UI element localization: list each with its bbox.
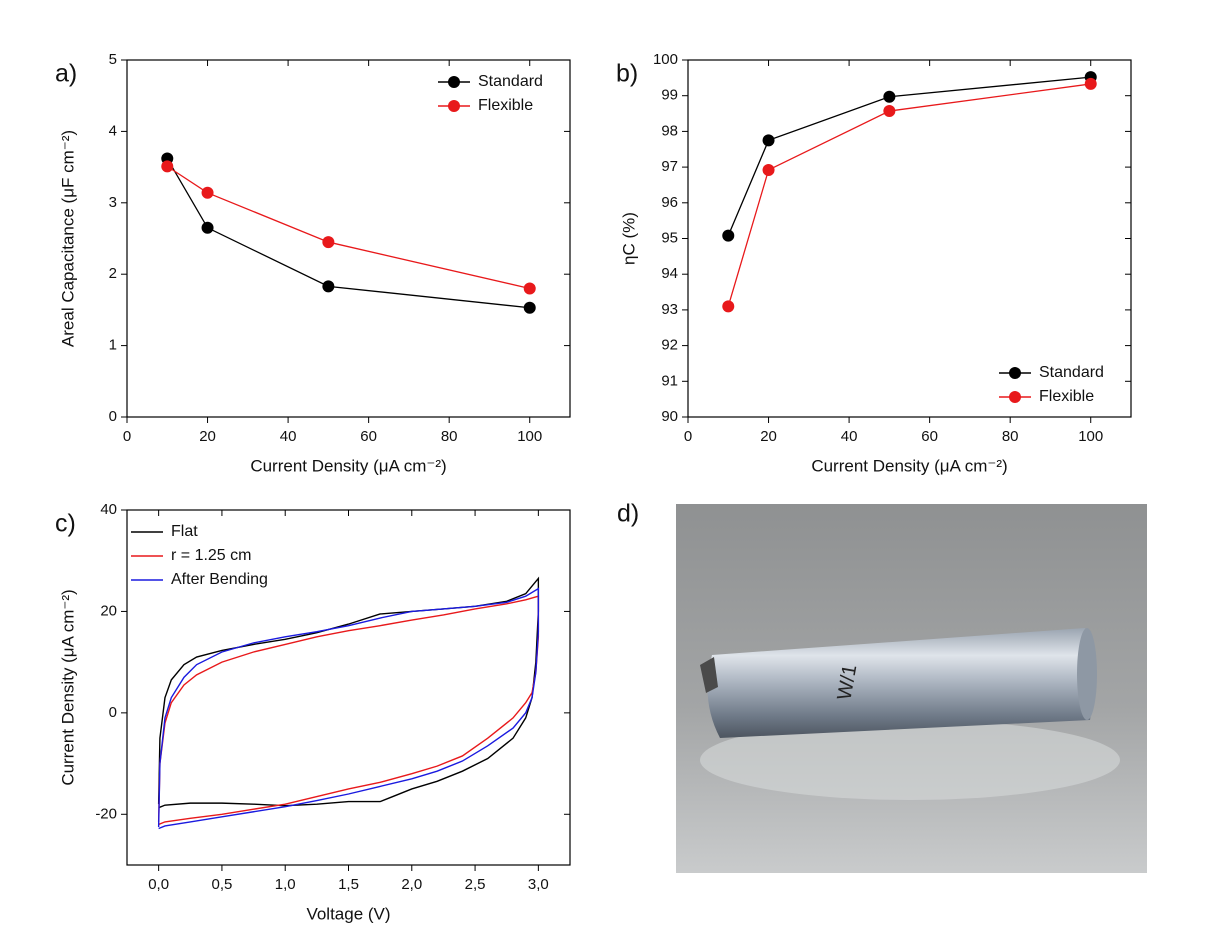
legend-marker — [1009, 367, 1021, 379]
photo-cylinder — [707, 628, 1094, 738]
x-tick-label: 1,0 — [275, 876, 296, 893]
y-axis-title: Current Density (μA cm⁻²) — [58, 589, 77, 785]
x-axis-title: Voltage (V) — [306, 904, 390, 923]
x-tick-label: 1,5 — [338, 876, 359, 893]
chart-panel: a) 0 20 40 60 80 100 0 1 2 3 4 5 Current Density (μA … — [55, 51, 571, 475]
data-point — [722, 300, 735, 313]
x-axis-title: Current Density (μA cm⁻²) — [250, 456, 446, 475]
photo-tab — [700, 657, 718, 693]
y-tick-label: 96 — [661, 194, 678, 211]
x-tick-label: 80 — [1002, 428, 1019, 445]
y-tick-label: 5 — [109, 51, 117, 68]
photo-panel: W/1 d) — [617, 500, 1147, 873]
y-tick-label: 100 — [653, 51, 678, 68]
data-point — [161, 160, 174, 173]
y-tick-label: 91 — [661, 372, 678, 389]
x-tick-label: 80 — [441, 428, 458, 445]
series-line — [727, 83, 1091, 307]
y-tick-label: 0 — [109, 408, 117, 425]
legend-marker — [448, 100, 460, 112]
data-point — [523, 282, 536, 295]
legend-label: Flexible — [1039, 388, 1094, 405]
x-tick-label: 20 — [199, 428, 216, 445]
y-axis-title: ηC (%) — [619, 212, 638, 265]
series-line — [166, 165, 530, 290]
panel-label: a) — [55, 60, 77, 88]
data-point — [201, 186, 214, 199]
photo-shadow — [700, 720, 1120, 800]
x-tick-label: 2,0 — [401, 876, 422, 893]
x-tick-label: 2,5 — [465, 876, 486, 893]
series-line — [157, 587, 540, 830]
x-tick-label: 0,0 — [148, 876, 169, 893]
panel-label: c) — [55, 510, 76, 538]
y-tick-label: 95 — [661, 229, 678, 246]
legend-label: Standard — [1039, 364, 1104, 381]
plot-frame — [126, 59, 571, 418]
legend-label: Flat — [171, 523, 198, 540]
plot-frame — [687, 59, 1132, 418]
data-point — [322, 280, 335, 293]
x-tick-label: 60 — [360, 428, 377, 445]
legend-marker — [448, 76, 460, 88]
y-tick-label: 0 — [109, 704, 117, 721]
data-point — [1084, 77, 1097, 90]
series-line — [157, 595, 540, 826]
x-tick-label: 20 — [760, 428, 777, 445]
data-point — [883, 105, 896, 118]
y-tick-label: 94 — [661, 265, 678, 282]
panel-label: d) — [617, 500, 639, 528]
plot-frame — [126, 509, 571, 866]
y-tick-label: -20 — [95, 805, 117, 822]
chart-panel: b) 0 20 40 60 80 100 90 91 92 93 94 95 96 97 98 99 100 Cur… — [616, 51, 1132, 475]
series-line — [727, 76, 1091, 236]
x-tick-label: 40 — [280, 428, 297, 445]
y-tick-label: 98 — [661, 122, 678, 139]
y-tick-label: 3 — [109, 194, 117, 211]
x-tick-label: 40 — [841, 428, 858, 445]
x-tick-label: 100 — [1078, 428, 1103, 445]
y-tick-label: 90 — [661, 408, 678, 425]
y-tick-label: 93 — [661, 301, 678, 318]
y-tick-label: 99 — [661, 87, 678, 104]
series-line — [157, 576, 540, 809]
panel-label: b) — [616, 60, 638, 88]
data-point — [883, 90, 896, 103]
x-tick-label: 0 — [123, 428, 131, 445]
data-point — [201, 221, 214, 234]
x-tick-label: 100 — [517, 428, 542, 445]
data-point — [762, 134, 775, 147]
series-line — [166, 158, 530, 309]
data-point — [322, 236, 335, 249]
data-point — [722, 229, 735, 242]
legend-label: Standard — [478, 73, 543, 90]
y-tick-label: 97 — [661, 158, 678, 175]
x-axis-title: Current Density (μA cm⁻²) — [811, 456, 1007, 475]
photo-cylinder-end — [1077, 628, 1097, 720]
data-point — [762, 163, 775, 176]
y-tick-label: 20 — [100, 602, 117, 619]
x-tick-label: 60 — [921, 428, 938, 445]
y-tick-label: 40 — [100, 501, 117, 518]
legend-label: After Bending — [171, 571, 268, 588]
data-point — [523, 301, 536, 314]
legend-label: Flexible — [478, 97, 533, 114]
legend-marker — [1009, 391, 1021, 403]
x-tick-label: 0 — [684, 428, 692, 445]
y-tick-label: 1 — [109, 337, 117, 354]
chart-panel: c) 0,0 0,5 1,0 1,5 2,0 2,5 3,0 -20 0 20 40 Voltage (… — [55, 501, 571, 923]
x-tick-label: 0,5 — [211, 876, 232, 893]
y-tick-label: 2 — [109, 265, 117, 282]
y-axis-title: Areal Capacitance (μF cm⁻²) — [58, 130, 77, 347]
y-tick-label: 92 — [661, 337, 678, 354]
x-tick-label: 3,0 — [528, 876, 549, 893]
legend-label: r = 1.25 cm — [171, 547, 251, 564]
y-tick-label: 4 — [109, 122, 117, 139]
